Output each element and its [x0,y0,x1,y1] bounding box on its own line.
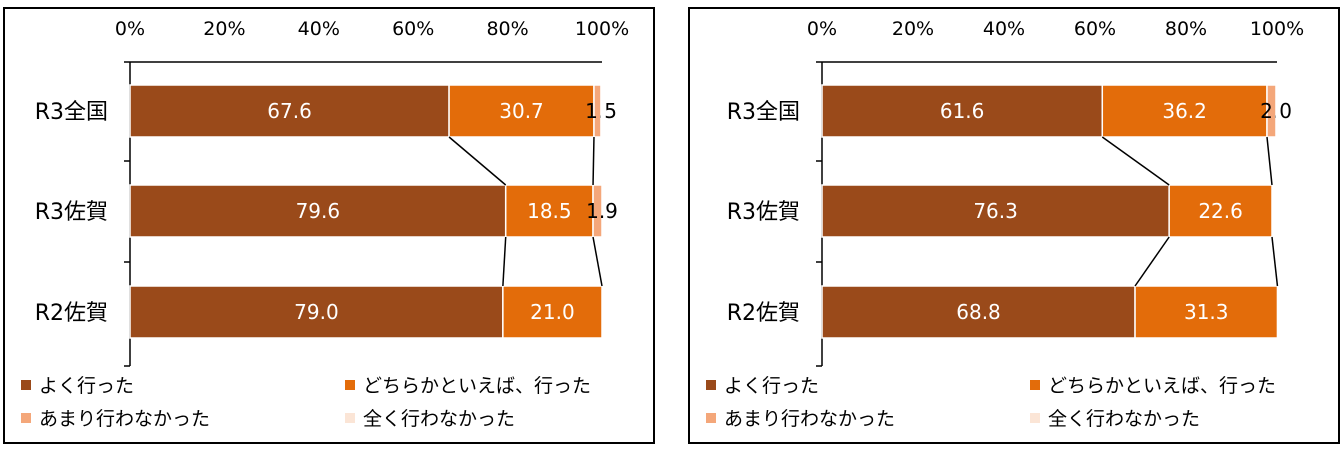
category-label: R2佐賀 [35,301,108,326]
legend-swatch [345,380,355,390]
series-connector-line [592,136,595,186]
bar-segment [1275,84,1278,138]
x-tick-label: 40% [983,18,1025,40]
x-tick-label: 100% [575,18,629,40]
bar-segment [502,285,603,339]
legend-label: 全く行わなかった [363,408,515,430]
data-label: 36.2 [1162,99,1207,123]
category-label: R3全国 [35,100,108,125]
data-label: 31.3 [1184,300,1229,324]
category-label: R3佐賀 [727,200,800,225]
legend-swatch [706,413,716,423]
category-label: R3全国 [727,100,800,125]
x-tick-label: 60% [392,18,434,40]
legend-swatch [21,380,31,390]
bar-segment [821,184,1170,238]
legend-label: どちらかといえば、行った [1048,375,1276,397]
bar-segment [1168,184,1273,238]
legend-label: よく行った [724,375,819,397]
x-tick-label: 40% [298,18,340,40]
bar-segment [129,285,504,339]
data-label: 22.6 [1198,199,1243,223]
legend-label: あまり行わなかった [724,408,895,430]
bar-segment [504,184,594,238]
chart-right-svg: 0%20%40%60%80%100%R3全国61.636.22.0R3佐賀76.… [706,18,1304,430]
x-tick-label: 80% [486,18,528,40]
legend-label: 全く行わなかった [1048,408,1200,430]
legend-label: どちらかといえば、行った [363,375,591,397]
x-tick-label: 20% [892,18,934,40]
bar-segment [600,84,603,138]
bar-segment [821,285,1136,339]
data-label: 76.3 [973,199,1018,223]
legend-label: よく行った [39,375,134,397]
data-label: 1.9 [586,199,618,223]
legend-swatch [706,380,716,390]
category-label: R3佐賀 [35,200,108,225]
legend-label: あまり行わなかった [39,408,210,430]
data-label: 30.7 [499,99,544,123]
series-connector-line [1134,236,1170,287]
chart-panel-right: 0%20%40%60%80%100%R3全国61.636.22.0R3佐賀76.… [688,7,1340,444]
chart-panel-left: 0%20%40%60%80%100%R3全国67.630.71.5R3佐賀79.… [3,7,655,444]
series-connector-line [502,236,507,287]
category-label: R2佐賀 [727,301,800,326]
bar-segment [592,184,603,238]
x-tick-label: 0% [807,18,837,40]
legend-swatch [1030,380,1040,390]
bar-segment [821,84,1104,138]
chart-left-svg: 0%20%40%60%80%100%R3全国67.630.71.5R3佐賀79.… [21,18,629,430]
x-tick-label: 80% [1165,18,1207,40]
x-tick-label: 60% [1074,18,1116,40]
data-label: 61.6 [940,99,985,123]
data-label: 79.6 [296,199,341,223]
series-connector-line [448,136,507,186]
data-label: 18.5 [527,199,572,223]
x-tick-label: 0% [115,18,145,40]
series-connector-line [1266,136,1273,186]
series-connector-line [1271,236,1279,287]
series-connector-line [592,236,603,287]
data-label: 68.8 [956,300,1001,324]
series-connector-line [1101,136,1170,186]
x-tick-label: 20% [203,18,245,40]
legend-swatch [21,413,31,423]
data-label: 21.0 [530,300,575,324]
legend-swatch [1030,413,1040,423]
bar-segment [129,84,450,138]
x-tick-label: 100% [1250,18,1304,40]
bar-segment [1134,285,1279,339]
data-label: 79.0 [294,300,339,324]
data-label: 67.6 [267,99,312,123]
legend-swatch [345,413,355,423]
